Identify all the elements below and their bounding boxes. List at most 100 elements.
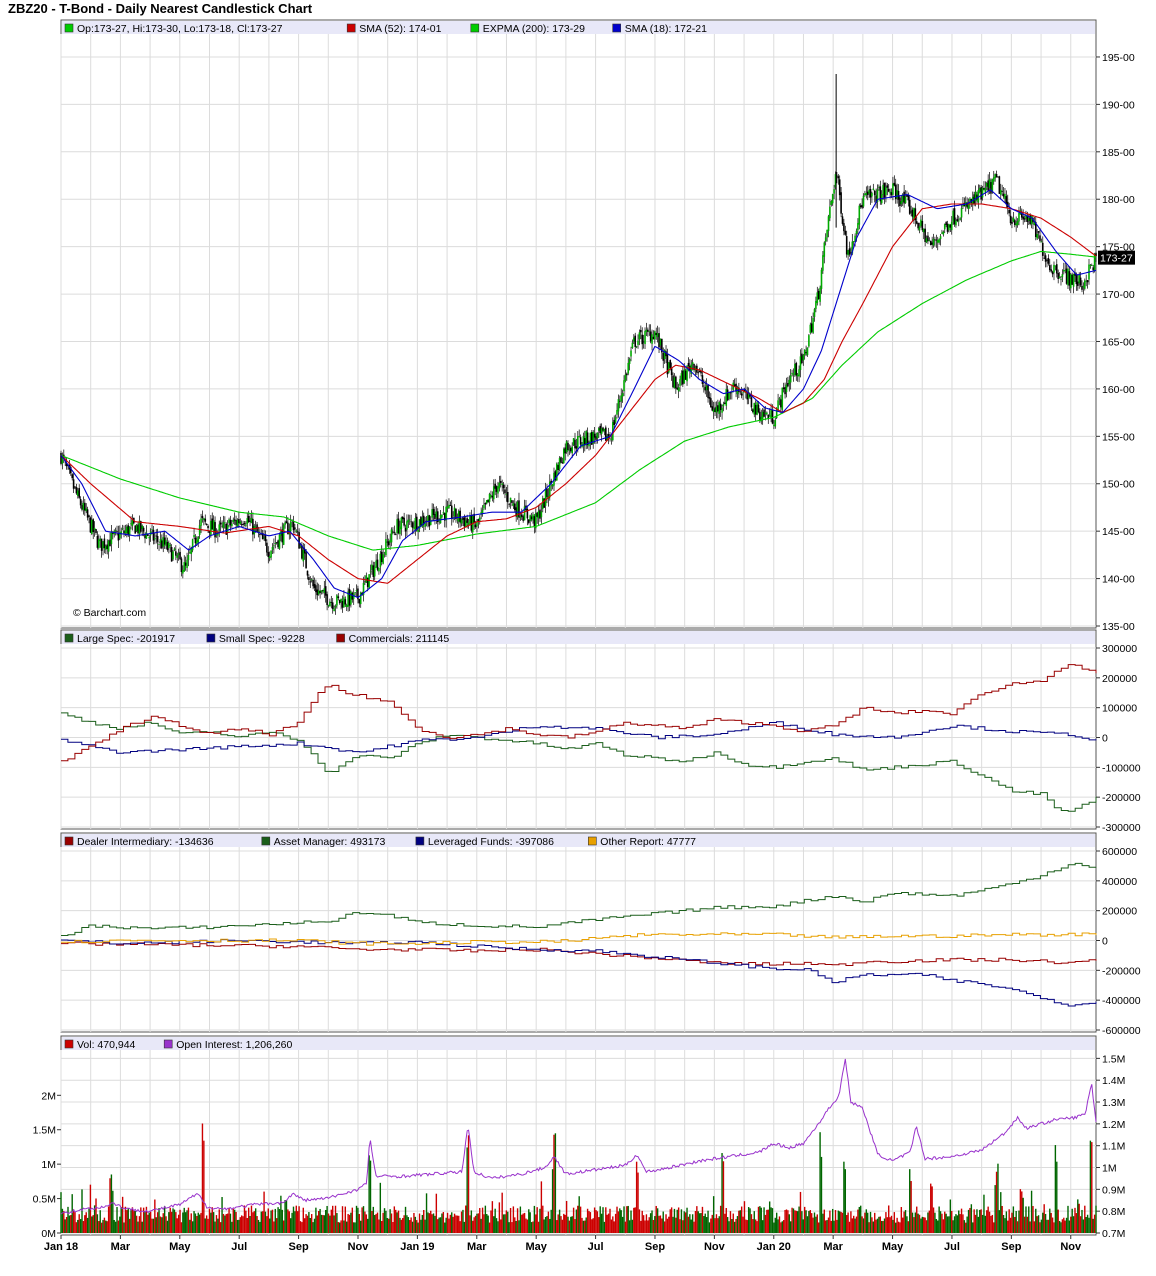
volume-bar [830,1220,832,1233]
volume-bar [152,1218,155,1233]
volume-bar [935,1219,938,1233]
candle-body [785,384,788,393]
y-tick-label: 1.3M [1102,1097,1125,1109]
candle-body [668,362,670,373]
volume-bar [599,1206,601,1233]
candle-body [840,192,842,214]
candle-body [980,187,982,200]
volume-bar [628,1220,631,1233]
candle-body [700,370,702,374]
volume-bar [631,1219,634,1233]
candle-body [511,500,513,503]
candle-body [631,342,634,349]
candle-body [959,218,961,220]
volume-bar [1064,1220,1066,1233]
legend-swatch [415,836,425,846]
candle-body [907,195,910,201]
volume-bar [85,1212,87,1233]
volume-bar [159,1216,162,1233]
candle-body [261,533,264,540]
volume-bar [360,1220,362,1233]
candle-body [773,424,775,426]
volume-bar [437,1219,439,1233]
volume-bar [425,1193,428,1233]
candle-body [306,570,309,576]
candle-body [721,407,723,413]
candle-body [717,405,719,412]
candle-body [707,385,709,398]
candle-body [316,589,319,596]
volume-bar [1042,1212,1044,1233]
candle-body [743,389,746,392]
volume-bar [393,1206,396,1233]
volume-bar [91,1216,93,1233]
volume-bar [764,1214,767,1233]
candle-body [400,517,403,530]
candle-body [110,532,113,545]
candle-body [746,392,749,400]
volume-bar [1032,1206,1034,1233]
candle-body [873,190,876,196]
candle-body [296,531,299,533]
volume-bar [88,1208,90,1233]
candle-body [817,290,820,300]
candle-body [1043,257,1045,259]
candle-body [523,506,526,521]
volume-bar [655,1205,657,1233]
volume-bar [344,1206,347,1233]
candle-body [697,372,700,374]
volume-bar [551,1169,554,1233]
volume-bar [1019,1189,1022,1233]
volume-bar [469,1215,471,1233]
candle-body [204,518,207,522]
volume-bar [1007,1220,1009,1233]
candle-body [406,521,408,530]
volume-bar [888,1205,890,1233]
volume-bar [979,1209,981,1233]
candle-body [137,524,139,534]
candle-body [764,412,767,415]
candle-body [334,605,337,608]
volume-bar [399,1217,401,1233]
candle-body [247,515,250,523]
volume-bar [553,1134,555,1233]
volume-bar [708,1222,711,1233]
volume-bar [556,1220,558,1233]
candle-body [70,467,72,474]
volume-bar [222,1213,225,1233]
volume-bar [521,1214,523,1233]
candle-body [605,427,607,441]
volume-bar [960,1208,963,1233]
candle-body [658,333,660,348]
volume-bar [893,1212,896,1233]
volume-bar [1060,1222,1062,1233]
candle-body [1062,270,1065,272]
candle-body [953,208,956,225]
candle-body [780,399,782,408]
candle-body [249,520,251,522]
candle-body [1030,215,1033,225]
volume-bar [686,1207,688,1233]
candle-body [270,550,272,558]
volume-bar [733,1221,736,1233]
volume-bar [668,1216,670,1233]
candle-body [728,392,730,400]
volume-bar [385,1210,387,1233]
volume-bar [798,1206,800,1233]
volume-bar [666,1218,669,1233]
volume-bar [945,1213,947,1233]
volume-bar [1050,1212,1052,1233]
volume-bar [1078,1203,1080,1233]
volume-bar [225,1214,227,1233]
volume-bar [493,1216,495,1233]
candle-body [894,184,897,200]
volume-bar [860,1205,862,1233]
volume-bar [186,1210,188,1233]
candle-body [865,192,868,196]
legend-label: SMA (52): 174-01 [359,23,441,35]
volume-bar [1084,1205,1086,1233]
volume-bar [683,1211,685,1233]
candle-body [833,189,835,194]
candle-body [555,463,558,481]
candle-body [760,416,763,422]
